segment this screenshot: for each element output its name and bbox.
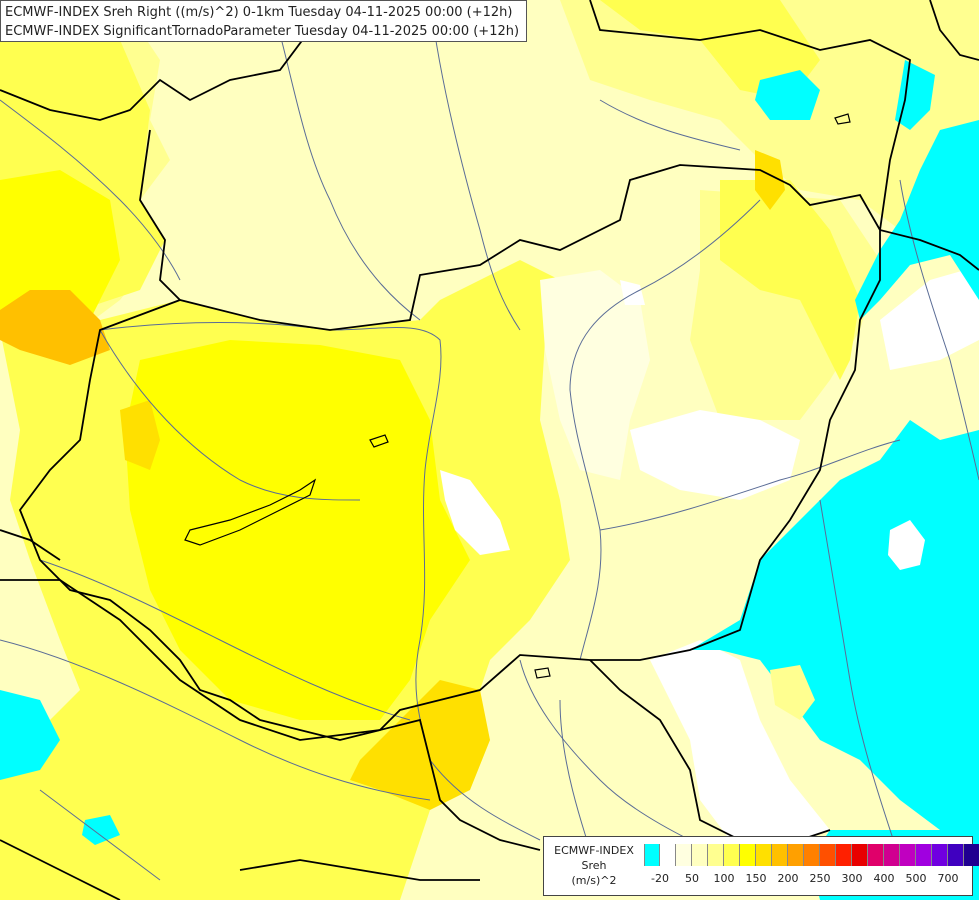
legend-swatch [964, 844, 979, 866]
legend-tick-label: 150 [745, 872, 767, 885]
title-line-helicity: ECMWF-INDEX Sreh Right ((m/s)^2) 0-1km T… [5, 5, 513, 20]
field-cyan-sw [0, 690, 60, 780]
field-cyan-ne-lake [755, 70, 820, 120]
color-legend: ECMWF-INDEX Sreh (m/s)^2 -20 50 100 150 200 2… [543, 836, 979, 896]
legend-title-unit: (m/s)^2 [571, 874, 617, 887]
rivers [0, 0, 979, 881]
field-yellow-ne-top [600, 0, 820, 100]
lake-balaton [184, 478, 317, 546]
border-hungary [18, 164, 881, 741]
legend-swatch [852, 844, 868, 866]
field-cyan-sw-2 [82, 815, 120, 845]
field-pale-center [540, 270, 650, 480]
legend-swatch [932, 844, 948, 866]
river-drava [39, 559, 411, 721]
legend-tick-label: 100 [713, 872, 735, 885]
legend-title-model: ECMWF-INDEX [554, 844, 634, 857]
field-white-se-hole [888, 520, 925, 570]
legend-title: ECMWF-INDEX Sreh (m/s)^2 [548, 843, 640, 888]
legend-swatch [804, 844, 820, 866]
legend-swatches [644, 844, 979, 866]
border-sw-bottom [0, 839, 121, 900]
field-pale-ne [560, 0, 979, 240]
border-north-2 [139, 129, 181, 301]
legend-tick-label: 200 [777, 872, 799, 885]
legend-swatch [788, 844, 804, 866]
lakes [184, 113, 851, 679]
legend-swatch [660, 844, 676, 866]
river-sw-1 [39, 789, 161, 881]
legend-title-field: Sreh [581, 859, 607, 872]
legend-tick-label: 700 [937, 872, 959, 885]
river-sava [0, 639, 431, 801]
field-gold-ne [755, 150, 785, 210]
river-west-1 [0, 99, 181, 281]
legend-swatch [644, 844, 660, 866]
field-cyan-ne-strip [895, 60, 935, 130]
legend-swatch [772, 844, 788, 866]
legend-swatch [868, 844, 884, 866]
field-yellow-east [720, 180, 860, 380]
legend-ticks: -20 50 100 150 200 250 300 400 500 700 [644, 872, 974, 888]
legend-tick-label: 400 [873, 872, 895, 885]
field-gold-south [350, 680, 490, 810]
field-white-ne [880, 270, 979, 370]
legend-tick-label: 250 [809, 872, 831, 885]
field-white-east-2 [620, 280, 645, 305]
legend-swatch [676, 844, 692, 866]
legend-swatch [740, 844, 756, 866]
border-east-moldova [879, 229, 979, 271]
river-hron [429, 0, 521, 331]
river-mures [599, 439, 901, 531]
lake-ne-small [834, 113, 851, 125]
border-south-bottom [239, 859, 480, 881]
legend-swatch [708, 844, 724, 866]
legend-tick-label: 500 [905, 872, 927, 885]
border-north-1 [0, 0, 341, 121]
field-white-se [650, 640, 830, 850]
border-west [0, 529, 61, 561]
field-gold-west [120, 400, 160, 470]
legend-swatch [820, 844, 836, 866]
field-cyan-east [855, 120, 979, 320]
legend-swatch [724, 844, 740, 866]
border-southwest [0, 579, 541, 851]
field-white-east [630, 410, 800, 500]
field-white-center [440, 470, 510, 555]
legend-tick-label: -20 [651, 872, 669, 885]
field-orange-west [0, 290, 110, 365]
lake-south-small [534, 667, 551, 679]
map-title-box: ECMWF-INDEX Sreh Right ((m/s)^2) 0-1km T… [0, 0, 527, 42]
legend-swatch [836, 844, 852, 866]
lake-velence [369, 434, 389, 448]
legend-swatch [948, 844, 964, 866]
legend-swatch [692, 844, 708, 866]
border-ne-top [929, 0, 979, 61]
field-pale-se-hole [770, 665, 815, 720]
legend-swatch [884, 844, 900, 866]
river-raba [99, 329, 361, 501]
legend-swatch [900, 844, 916, 866]
river-ne-1 [599, 99, 741, 151]
legend-tick-label: 300 [841, 872, 863, 885]
river-olt [819, 499, 901, 861]
river-vah [269, 0, 421, 321]
river-tisza [569, 199, 761, 661]
border-north-3 [589, 0, 911, 231]
legend-swatch [756, 844, 772, 866]
legend-swatch [916, 844, 932, 866]
legend-tick-label: 50 [685, 872, 699, 885]
title-line-stp: ECMWF-INDEX SignificantTornadoParameter … [5, 24, 520, 39]
river-prut [899, 179, 979, 481]
river-morava [519, 659, 691, 841]
